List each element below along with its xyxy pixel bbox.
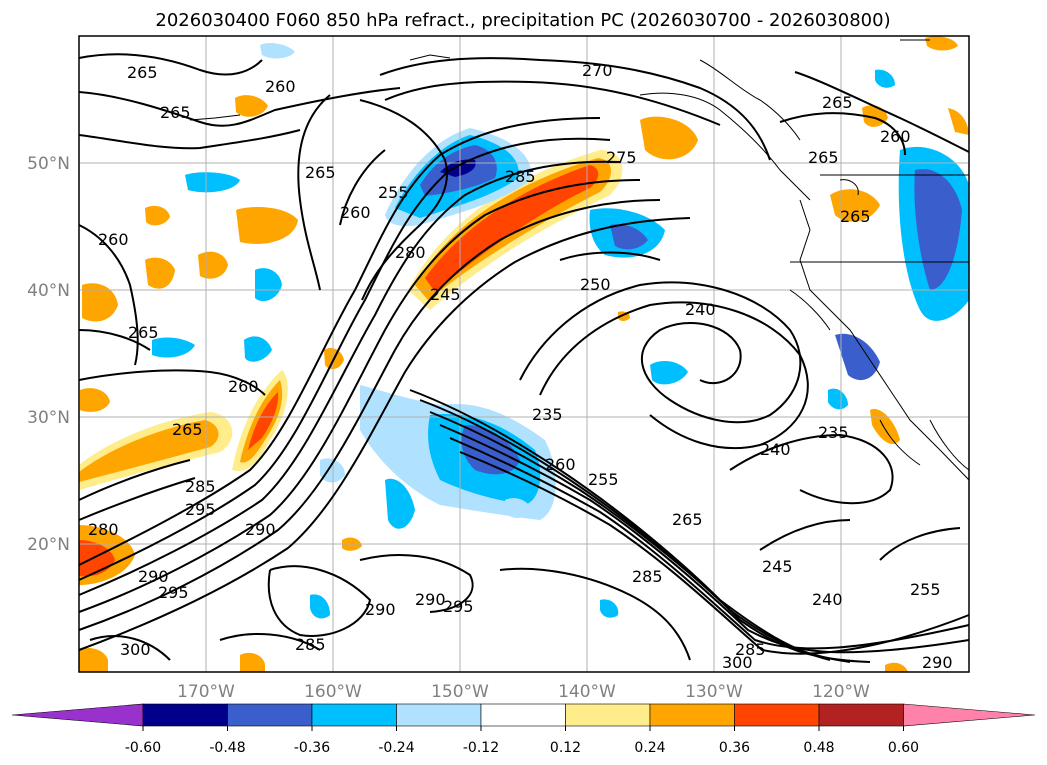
colorbar-swatch <box>565 703 651 727</box>
colorbar-swatch <box>227 703 313 727</box>
contour-label: 275 <box>606 148 637 167</box>
colorbar-swatch <box>142 703 228 727</box>
contour-label: 265 <box>822 93 853 112</box>
colorbar-tick-label: -0.36 <box>294 740 330 756</box>
contour-label: 295 <box>185 500 216 519</box>
contour-label: 285 <box>505 167 536 186</box>
contour-label: 300 <box>120 640 151 659</box>
colorbar-tick-label: 0.36 <box>719 740 750 756</box>
contour-label: 240 <box>812 590 843 609</box>
contour-label: 285 <box>185 477 216 496</box>
colorbar-tick-label: 0.48 <box>803 740 834 756</box>
colorbar-swatch <box>903 703 1036 727</box>
contour-label: 265 <box>672 510 703 529</box>
colorbar-swatch <box>734 703 820 727</box>
contour-label: 290 <box>138 567 169 586</box>
contour-label: 300 <box>722 653 753 672</box>
contour-label: 250 <box>580 275 611 294</box>
contour-label: 235 <box>532 405 563 424</box>
colorbar-swatch <box>11 703 144 727</box>
lon-label: 130°W <box>685 682 743 702</box>
contour-label: 260 <box>880 127 911 146</box>
colorbar-swatch <box>480 703 566 727</box>
contour-label: 265 <box>127 63 158 82</box>
contour-label: 265 <box>128 323 159 342</box>
contour-label: 290 <box>415 590 446 609</box>
contour-label: 255 <box>588 470 619 489</box>
lat-label: 30°N <box>27 408 70 428</box>
colorbar-swatch <box>396 703 482 727</box>
contour-label: 290 <box>922 653 953 672</box>
contour-label: 285 <box>295 635 326 654</box>
colorbar-swatches <box>11 703 1036 727</box>
contour-label: 255 <box>910 580 941 599</box>
contour-label: 245 <box>430 285 461 304</box>
longitude-labels: 170°W 160°W 150°W 140°W 130°W 120°W <box>177 682 870 702</box>
colorbar-swatch <box>311 703 397 727</box>
contour-label: 260 <box>228 377 259 396</box>
contour-label: 260 <box>265 77 296 96</box>
lat-label: 50°N <box>27 154 70 174</box>
contour-label: 290 <box>365 600 396 619</box>
lon-label: 120°W <box>812 682 870 702</box>
contour-label: 255 <box>378 183 409 202</box>
contour-label: 290 <box>245 520 276 539</box>
contour-label: 285 <box>632 567 663 586</box>
contour-label: 295 <box>158 583 189 602</box>
lon-label: 140°W <box>558 682 616 702</box>
contour-label: 240 <box>685 300 716 319</box>
contour-label: 235 <box>818 423 849 442</box>
colorbar-tick-label: -0.24 <box>378 740 414 756</box>
contour-label: 265 <box>840 207 871 226</box>
contour-labels: 265 260 265 270 265 260 265 265 265 260 … <box>88 61 953 672</box>
colorbar-tick-label: -0.48 <box>209 740 245 756</box>
colorbar-ticks: -0.60 -0.48 -0.36 -0.24 -0.12 0.12 0.24 0.36 0.4… <box>125 726 919 756</box>
lat-label: 40°N <box>27 281 70 301</box>
contour-label: 260 <box>340 203 371 222</box>
colorbar-swatch <box>649 703 735 727</box>
colorbar-swatch <box>818 703 904 727</box>
contour-label: 240 <box>760 440 791 459</box>
colorbar: -0.60 -0.48 -0.36 -0.24 -0.12 0.12 0.24 0.36 0.4… <box>11 703 1036 756</box>
contour-label: 270 <box>582 61 613 80</box>
lon-label: 170°W <box>177 682 235 702</box>
colorbar-tick-label: -0.60 <box>125 740 161 756</box>
map-panel: 265 260 265 270 265 260 265 265 265 260 … <box>78 35 970 673</box>
lon-label: 150°W <box>431 682 489 702</box>
contour-label: 265 <box>172 420 203 439</box>
contour-label: 295 <box>443 597 474 616</box>
contour-label: 260 <box>98 230 129 249</box>
colorbar-tick-label: 0.60 <box>888 740 919 756</box>
lon-label: 160°W <box>304 682 362 702</box>
coastlines <box>189 39 970 481</box>
contour-label: 285 <box>735 640 766 659</box>
map-background <box>79 36 969 672</box>
colorbar-tick-label: 0.12 <box>550 740 581 756</box>
contour-label: 265 <box>808 148 839 167</box>
refractivity-contours <box>78 53 970 663</box>
contour-label: 245 <box>762 557 793 576</box>
colorbar-tick-label: -0.12 <box>463 740 499 756</box>
colorbar-tick-label: 0.24 <box>634 740 665 756</box>
graticule <box>79 36 969 672</box>
contour-label: 280 <box>88 520 119 539</box>
latitude-labels: 50°N 40°N 30°N 20°N <box>27 154 70 555</box>
contour-label: 265 <box>160 103 191 122</box>
contour-label: 280 <box>395 243 426 262</box>
contour-label: 260 <box>545 455 576 474</box>
map-frame <box>78 35 970 673</box>
contour-label: 265 <box>305 163 336 182</box>
lat-label: 20°N <box>27 535 70 555</box>
map-title: 2026030400 F060 850 hPa refract., precip… <box>155 10 890 31</box>
